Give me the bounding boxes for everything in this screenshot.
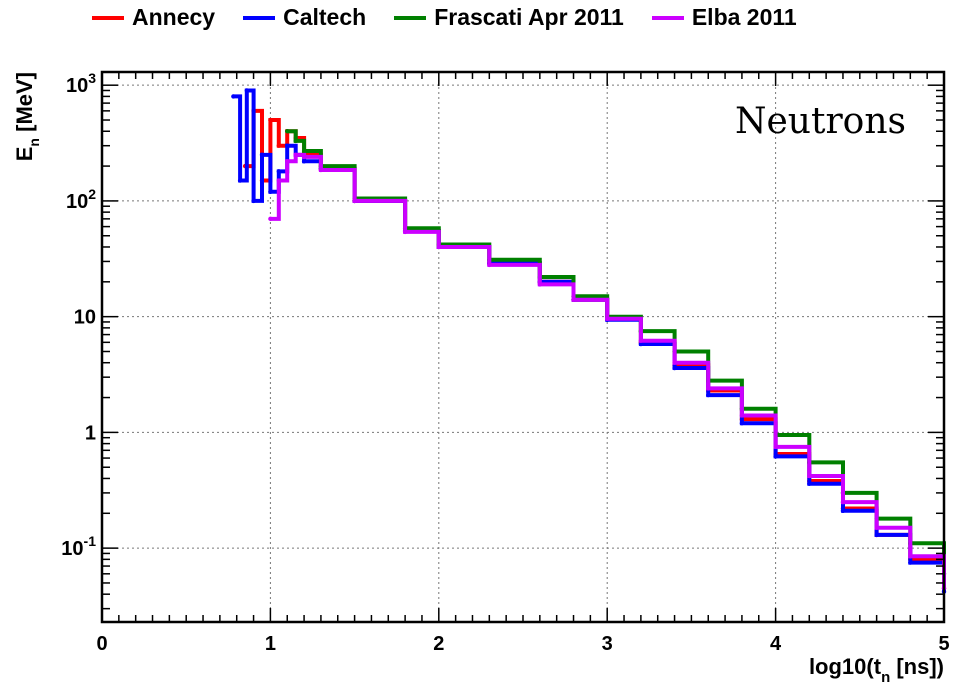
y-tick-exponent: 2 [88, 186, 96, 202]
data-point [237, 178, 243, 183]
y-tick-label: 10 [74, 307, 96, 329]
y-axis-label-text: En [MeV] [12, 72, 42, 161]
data-point [739, 421, 745, 426]
data-point [268, 117, 273, 123]
data-point [874, 532, 879, 538]
x-tick-label: 4 [770, 633, 782, 655]
data-point [807, 473, 812, 479]
legend-label: Caltech [283, 4, 367, 30]
x-tick-labels: 0 1 2 3 4 5 [96, 633, 949, 655]
data-point [739, 413, 745, 418]
data-point [268, 216, 273, 222]
y-tick-label: 103 [66, 70, 96, 97]
y-axis-label: En [MeV] [12, 72, 42, 161]
data-point [605, 316, 610, 321]
data-point [285, 143, 290, 148]
legend-label: Frascati Apr 2011 [434, 4, 624, 30]
data-point [436, 244, 441, 250]
data-point [807, 481, 812, 486]
data-point [840, 508, 846, 514]
data-point [638, 341, 644, 347]
x-tick-label: 5 [938, 633, 949, 655]
data-point [301, 148, 307, 154]
data-point [301, 159, 307, 164]
data-point [571, 297, 576, 302]
x-axis-label-text: log10(tn [ns]) [809, 654, 944, 686]
data-point [285, 159, 290, 164]
legend-swatch [651, 15, 684, 20]
x-tick-label: 1 [265, 633, 276, 655]
y-tick-base: 1 [85, 422, 96, 444]
data-point [537, 282, 543, 287]
legend-item: Annecy [92, 4, 215, 31]
data-point [293, 138, 298, 144]
y-tick-base: 10 [66, 191, 88, 213]
data-point [773, 454, 778, 459]
y-tick-label: 1 [85, 422, 96, 444]
data-point [301, 154, 307, 160]
x-tick-label: 0 [96, 633, 107, 655]
ticks [101, 72, 945, 622]
data-point [276, 169, 282, 174]
data-point [231, 94, 236, 99]
data-point [276, 143, 282, 148]
data-point [276, 178, 282, 183]
data-point [908, 554, 913, 559]
legend: Annecy Caltech Frascati Apr 2011 Elba 2011 [92, 4, 797, 31]
data-point [402, 229, 408, 235]
y-tick-exponent: -1 [84, 533, 97, 549]
data-point [874, 525, 879, 530]
legend-label: Annecy [132, 4, 216, 30]
data-point [293, 152, 298, 158]
data-point [706, 392, 711, 398]
series-layer [231, 88, 947, 594]
legend-swatch [92, 15, 124, 20]
legend-swatch [243, 15, 276, 20]
y-tick-label: 102 [66, 186, 96, 213]
plot-background [102, 72, 944, 622]
data-point [318, 167, 324, 173]
data-point [268, 189, 273, 194]
data-point [908, 560, 913, 565]
data-point [840, 499, 846, 505]
data-point [638, 338, 644, 343]
data-point [487, 262, 492, 268]
y-tick-exponent: 3 [88, 70, 96, 86]
legend-item: Frascati Apr 2011 [394, 4, 624, 31]
data-point [672, 365, 677, 371]
legend-item: Caltech [243, 4, 366, 31]
y-tick-base: 10 [74, 307, 96, 329]
x-axis-label: log10(tn [ns]) [809, 654, 944, 686]
data-point [251, 198, 256, 204]
data-point [706, 386, 711, 391]
data-point [773, 444, 778, 450]
data-point [244, 88, 250, 93]
data-point [672, 360, 677, 365]
x-tick-label: 3 [602, 633, 613, 655]
annotation-label: Neutrons [735, 101, 906, 142]
y-tick-base: 10 [66, 75, 88, 97]
y-tick-base: 10 [61, 538, 83, 560]
legend-item: Elba 2011 [651, 4, 797, 31]
data-point [285, 129, 290, 134]
data-point [259, 152, 265, 158]
y-tick-label: 10-1 [61, 533, 96, 560]
legend-swatch [394, 15, 427, 20]
legend-label: Elba 2011 [691, 4, 797, 30]
x-tick-label: 2 [433, 633, 444, 655]
data-point [352, 198, 357, 204]
